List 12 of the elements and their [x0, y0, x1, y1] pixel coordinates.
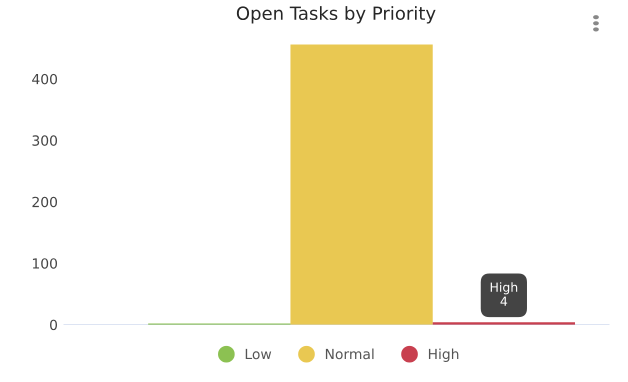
- y-tick-label: 0: [50, 320, 58, 330]
- legend-label: Normal: [326, 348, 374, 360]
- legend-label: Low: [246, 348, 272, 360]
- y-tick-label: 400: [32, 74, 58, 84]
- y-tick-label: 200: [32, 196, 58, 208]
- chart-title: Open Tasks by Priority: [236, 6, 436, 24]
- bar: [432, 322, 576, 325]
- y-tick-label: 300: [32, 135, 58, 146]
- legend-label: High: [428, 348, 458, 362]
- y-tick-label: 100: [32, 258, 58, 269]
- annotation: High 4: [490, 282, 518, 306]
- bar: [290, 44, 433, 325]
